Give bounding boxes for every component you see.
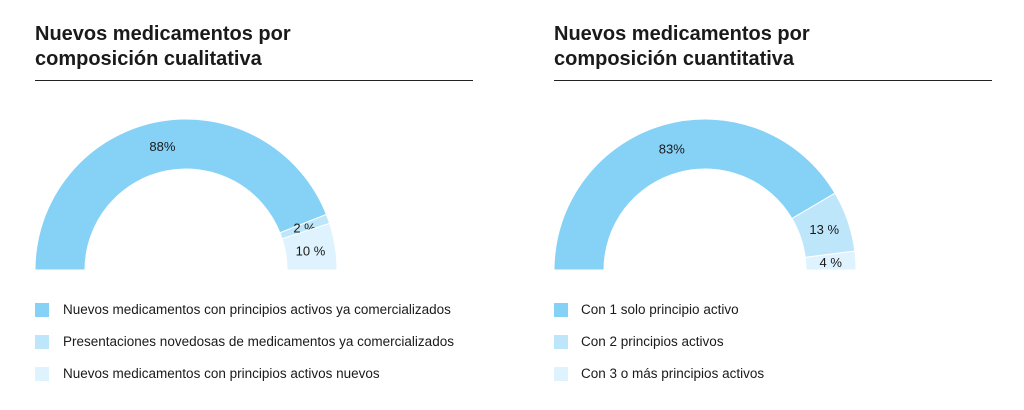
- legend-item: Presentaciones novedosas de medicamentos…: [35, 332, 475, 364]
- chart-panel-cuantitativa: Nuevos medicamentos por composición cuan…: [554, 0, 994, 410]
- legend-item: Nuevos medicamentos con principios activ…: [35, 300, 475, 332]
- legend-swatch: [554, 367, 568, 381]
- chart-title: Nuevos medicamentos por composición cual…: [35, 22, 473, 81]
- chart-title-line: composición cualitativa: [35, 48, 262, 70]
- legend-label: Nuevos medicamentos con principios activ…: [63, 302, 451, 317]
- legend-swatch: [35, 303, 49, 317]
- slice-value-label: 83%: [659, 141, 685, 156]
- legend-label: Con 3 o más principios activos: [581, 366, 765, 381]
- slice-value-label: 13 %: [809, 222, 839, 237]
- donut-slice: [804, 250, 857, 271]
- legend-swatch: [554, 303, 568, 317]
- legend-label: Con 2 principios activos: [581, 334, 724, 349]
- legend-label: Presentaciones novedosas de medicamentos…: [63, 334, 454, 349]
- legend-item: Nuevos medicamentos con principios activ…: [35, 364, 475, 396]
- donut-slice: [281, 222, 338, 271]
- chart-legend: Nuevos medicamentos con principios activ…: [35, 300, 475, 396]
- legend-swatch: [554, 335, 568, 349]
- chart-legend: Con 1 solo principio activo Con 2 princi…: [554, 300, 994, 396]
- legend-swatch: [35, 367, 49, 381]
- slice-value-label: 10 %: [296, 243, 326, 258]
- legend-item: Con 2 principios activos: [554, 332, 994, 364]
- slice-value-label: 88%: [149, 139, 175, 154]
- slice-value-label: 4 %: [820, 255, 843, 270]
- donut-slice: [554, 118, 836, 271]
- semi-donut-svg: 83% 13 % 4 %: [554, 118, 857, 271]
- legend-item: Con 3 o más principios activos: [554, 364, 994, 396]
- legend-item: Con 1 solo principio activo: [554, 300, 994, 332]
- legend-label: Con 1 solo principio activo: [581, 302, 739, 317]
- semi-donut-chart: 83% 13 % 4 %: [554, 100, 994, 280]
- chart-title: Nuevos medicamentos por composición cuan…: [554, 22, 992, 81]
- chart-title-line: Nuevos medicamentos por: [35, 23, 291, 45]
- legend-label: Nuevos medicamentos con principios activ…: [63, 366, 380, 381]
- donut-slice: [35, 118, 328, 271]
- chart-panel-cualitativa: Nuevos medicamentos por composición cual…: [35, 0, 475, 410]
- legend-swatch: [35, 335, 49, 349]
- chart-title-line: composición cuantitativa: [554, 48, 795, 70]
- semi-donut-chart: 88% 2 % 10 %: [35, 100, 475, 280]
- semi-donut-svg: 88%2 %10 %: [35, 118, 338, 271]
- chart-title-line: Nuevos medicamentos por: [554, 23, 810, 45]
